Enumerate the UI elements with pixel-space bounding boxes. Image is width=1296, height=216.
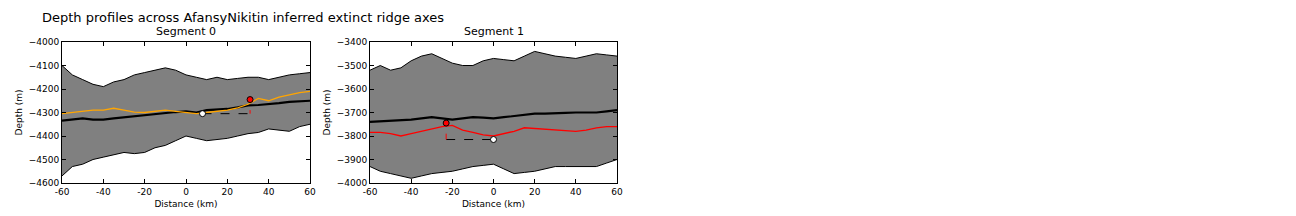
svg-text:-60: -60 [363, 187, 378, 197]
svg-text:−3600: −3600 [337, 84, 368, 94]
svg-text:40: 40 [263, 187, 275, 197]
svg-text:60: 60 [304, 187, 316, 197]
svg-text:−4200: −4200 [29, 84, 60, 94]
svg-text:Distance (km): Distance (km) [462, 199, 525, 209]
svg-text:−4500: −4500 [29, 155, 60, 165]
svg-text:-20: -20 [137, 187, 152, 197]
svg-text:−3800: −3800 [337, 131, 368, 141]
svg-text:−4000: −4000 [337, 178, 368, 188]
svg-text:-20: -20 [445, 187, 460, 197]
svg-text:Segment 1: Segment 1 [464, 25, 524, 38]
svg-text:−3900: −3900 [337, 155, 368, 165]
svg-text:0: 0 [491, 187, 497, 197]
svg-text:-60: -60 [55, 187, 70, 197]
svg-text:-40: -40 [404, 187, 419, 197]
svg-text:60: 60 [611, 187, 623, 197]
svg-text:Segment 0: Segment 0 [156, 25, 216, 38]
svg-text:−4400: −4400 [29, 131, 60, 141]
svg-text:−3500: −3500 [337, 61, 368, 71]
svg-text:−3400: −3400 [337, 37, 368, 47]
svg-text:−4300: −4300 [29, 108, 60, 118]
svg-text:−4000: −4000 [29, 37, 60, 47]
svg-text:Distance (km): Distance (km) [154, 199, 217, 209]
svg-text:Depth (m): Depth (m) [14, 89, 24, 135]
svg-text:0: 0 [183, 187, 189, 197]
svg-text:−3700: −3700 [337, 108, 368, 118]
svg-text:−4600: −4600 [29, 178, 60, 188]
svg-text:−4100: −4100 [29, 61, 60, 71]
svg-text:-40: -40 [96, 187, 111, 197]
svg-text:20: 20 [222, 187, 234, 197]
svg-text:40: 40 [570, 187, 582, 197]
svg-text:Depth profiles across AfansyNi: Depth profiles across AfansyNikitin infe… [42, 10, 444, 25]
svg-text:Depth (m): Depth (m) [322, 89, 332, 135]
svg-text:20: 20 [529, 187, 541, 197]
